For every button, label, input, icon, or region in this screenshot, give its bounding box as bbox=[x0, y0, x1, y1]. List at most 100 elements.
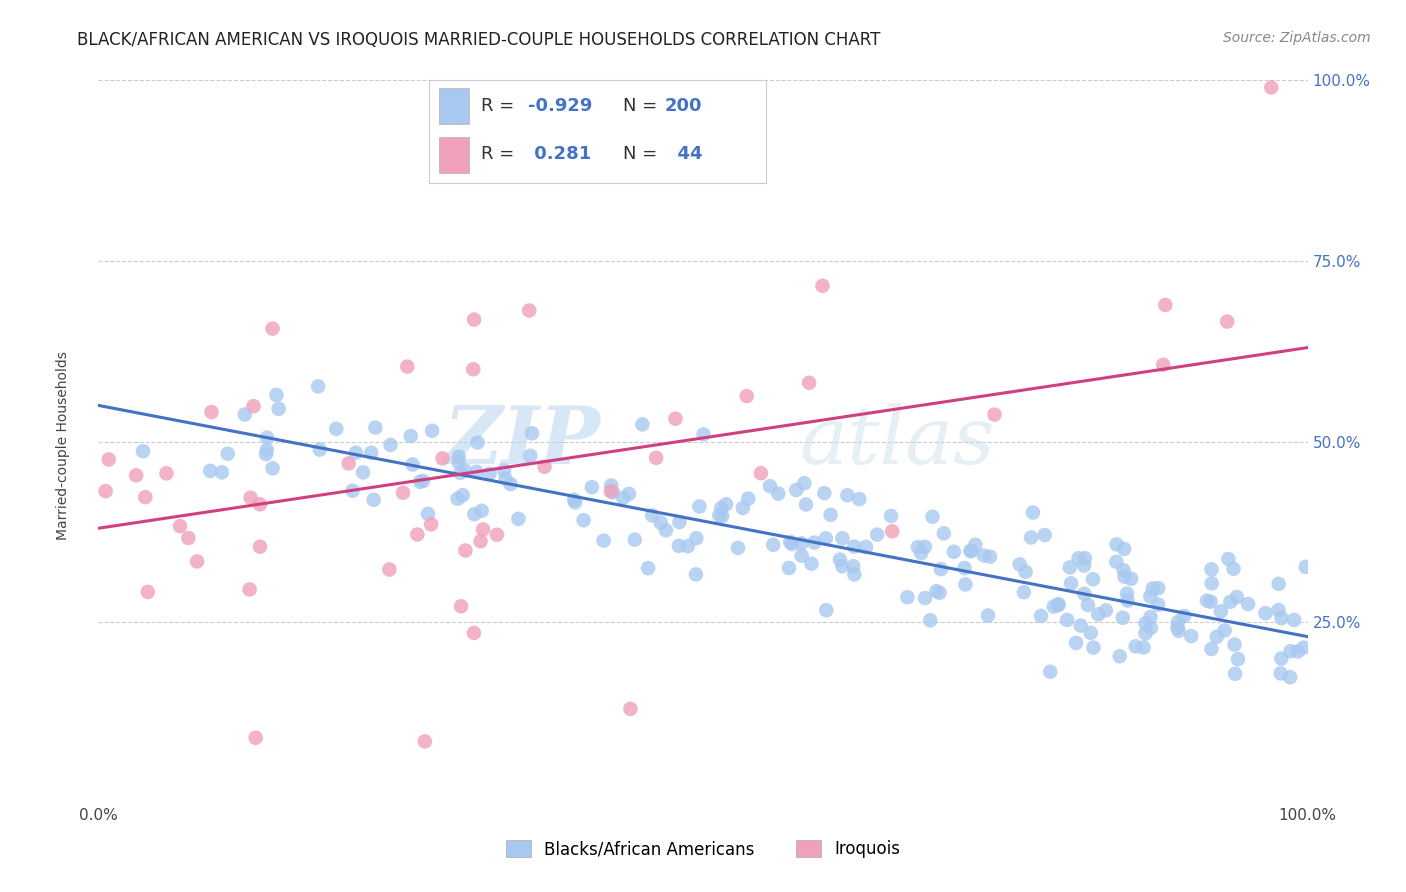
Point bbox=[1205, 630, 1227, 644]
Point bbox=[1173, 609, 1195, 624]
Point bbox=[960, 544, 983, 558]
Point bbox=[676, 539, 699, 553]
Point bbox=[344, 445, 367, 459]
Point bbox=[1140, 621, 1163, 635]
Point bbox=[1282, 613, 1305, 627]
Text: -0.929: -0.929 bbox=[529, 97, 593, 115]
Point bbox=[1226, 652, 1249, 666]
Point bbox=[711, 509, 734, 524]
Point bbox=[631, 417, 654, 432]
Point bbox=[1142, 582, 1164, 596]
Point bbox=[1080, 625, 1102, 640]
Point bbox=[959, 544, 981, 558]
Point bbox=[953, 561, 976, 575]
Point bbox=[1073, 587, 1095, 601]
Point bbox=[266, 388, 288, 402]
Text: R =: R = bbox=[481, 145, 515, 162]
Point bbox=[965, 538, 987, 552]
Point bbox=[581, 480, 603, 494]
Point bbox=[254, 447, 277, 461]
Point bbox=[1105, 537, 1128, 551]
Point bbox=[1008, 558, 1031, 572]
Point bbox=[797, 376, 820, 390]
Point bbox=[599, 484, 621, 499]
Point bbox=[735, 389, 758, 403]
Point bbox=[401, 458, 423, 472]
Point bbox=[454, 463, 477, 477]
Point bbox=[920, 613, 942, 627]
Point bbox=[449, 466, 471, 480]
Text: ZIP: ZIP bbox=[443, 403, 600, 480]
Point bbox=[1116, 586, 1139, 600]
Point bbox=[1047, 597, 1070, 611]
Point bbox=[1147, 581, 1170, 595]
Point bbox=[1039, 665, 1062, 679]
Point bbox=[800, 557, 823, 571]
Point bbox=[710, 500, 733, 515]
Text: Source: ZipAtlas.com: Source: ZipAtlas.com bbox=[1223, 31, 1371, 45]
Point bbox=[837, 488, 859, 502]
Point bbox=[155, 467, 177, 481]
Point bbox=[790, 536, 813, 550]
Point bbox=[492, 463, 515, 477]
Point bbox=[352, 465, 374, 479]
Point bbox=[1119, 572, 1142, 586]
Point bbox=[508, 512, 530, 526]
Point bbox=[714, 497, 737, 511]
Point bbox=[467, 435, 489, 450]
Point bbox=[1042, 599, 1064, 614]
Point bbox=[1132, 640, 1154, 655]
Point bbox=[325, 422, 347, 436]
Point bbox=[342, 483, 364, 498]
Point bbox=[780, 537, 803, 551]
Point bbox=[1105, 555, 1128, 569]
Point bbox=[1077, 598, 1099, 612]
Point bbox=[1286, 644, 1309, 658]
Point bbox=[1226, 590, 1249, 604]
Point bbox=[450, 599, 472, 614]
Point bbox=[416, 507, 439, 521]
Point bbox=[1201, 562, 1223, 576]
Text: N =: N = bbox=[623, 145, 657, 162]
Point bbox=[1060, 576, 1083, 591]
Point bbox=[249, 540, 271, 554]
Point bbox=[1139, 590, 1161, 604]
Point bbox=[1199, 595, 1222, 609]
Point bbox=[1033, 528, 1056, 542]
Point bbox=[1270, 666, 1292, 681]
Point bbox=[1237, 597, 1260, 611]
Legend: Blacks/African Americans, Iroquois: Blacks/African Americans, Iroquois bbox=[498, 832, 908, 867]
Point bbox=[245, 731, 267, 745]
Point bbox=[562, 492, 585, 507]
Point bbox=[1056, 613, 1078, 627]
Point bbox=[779, 534, 801, 549]
Point bbox=[520, 426, 543, 441]
Point bbox=[200, 464, 222, 478]
Point bbox=[200, 405, 222, 419]
Point bbox=[239, 491, 262, 505]
Point bbox=[308, 442, 330, 457]
Point bbox=[495, 472, 517, 486]
Point bbox=[814, 532, 837, 546]
Point bbox=[1279, 670, 1302, 684]
Point bbox=[1267, 577, 1289, 591]
Point bbox=[785, 483, 807, 497]
Point bbox=[692, 427, 714, 442]
Point bbox=[463, 507, 485, 521]
Point bbox=[1029, 609, 1052, 624]
Point bbox=[1012, 585, 1035, 599]
Point bbox=[727, 541, 749, 555]
Point bbox=[1112, 611, 1135, 625]
Point bbox=[1279, 644, 1302, 658]
Point bbox=[572, 513, 595, 527]
Point bbox=[1114, 570, 1136, 584]
Point bbox=[447, 450, 470, 464]
Point bbox=[463, 626, 485, 640]
Point bbox=[1014, 565, 1036, 579]
Point bbox=[1070, 618, 1092, 632]
Point bbox=[842, 559, 865, 574]
Point bbox=[600, 478, 623, 492]
Point bbox=[211, 466, 233, 480]
Point bbox=[406, 527, 429, 541]
Point bbox=[1116, 593, 1139, 607]
